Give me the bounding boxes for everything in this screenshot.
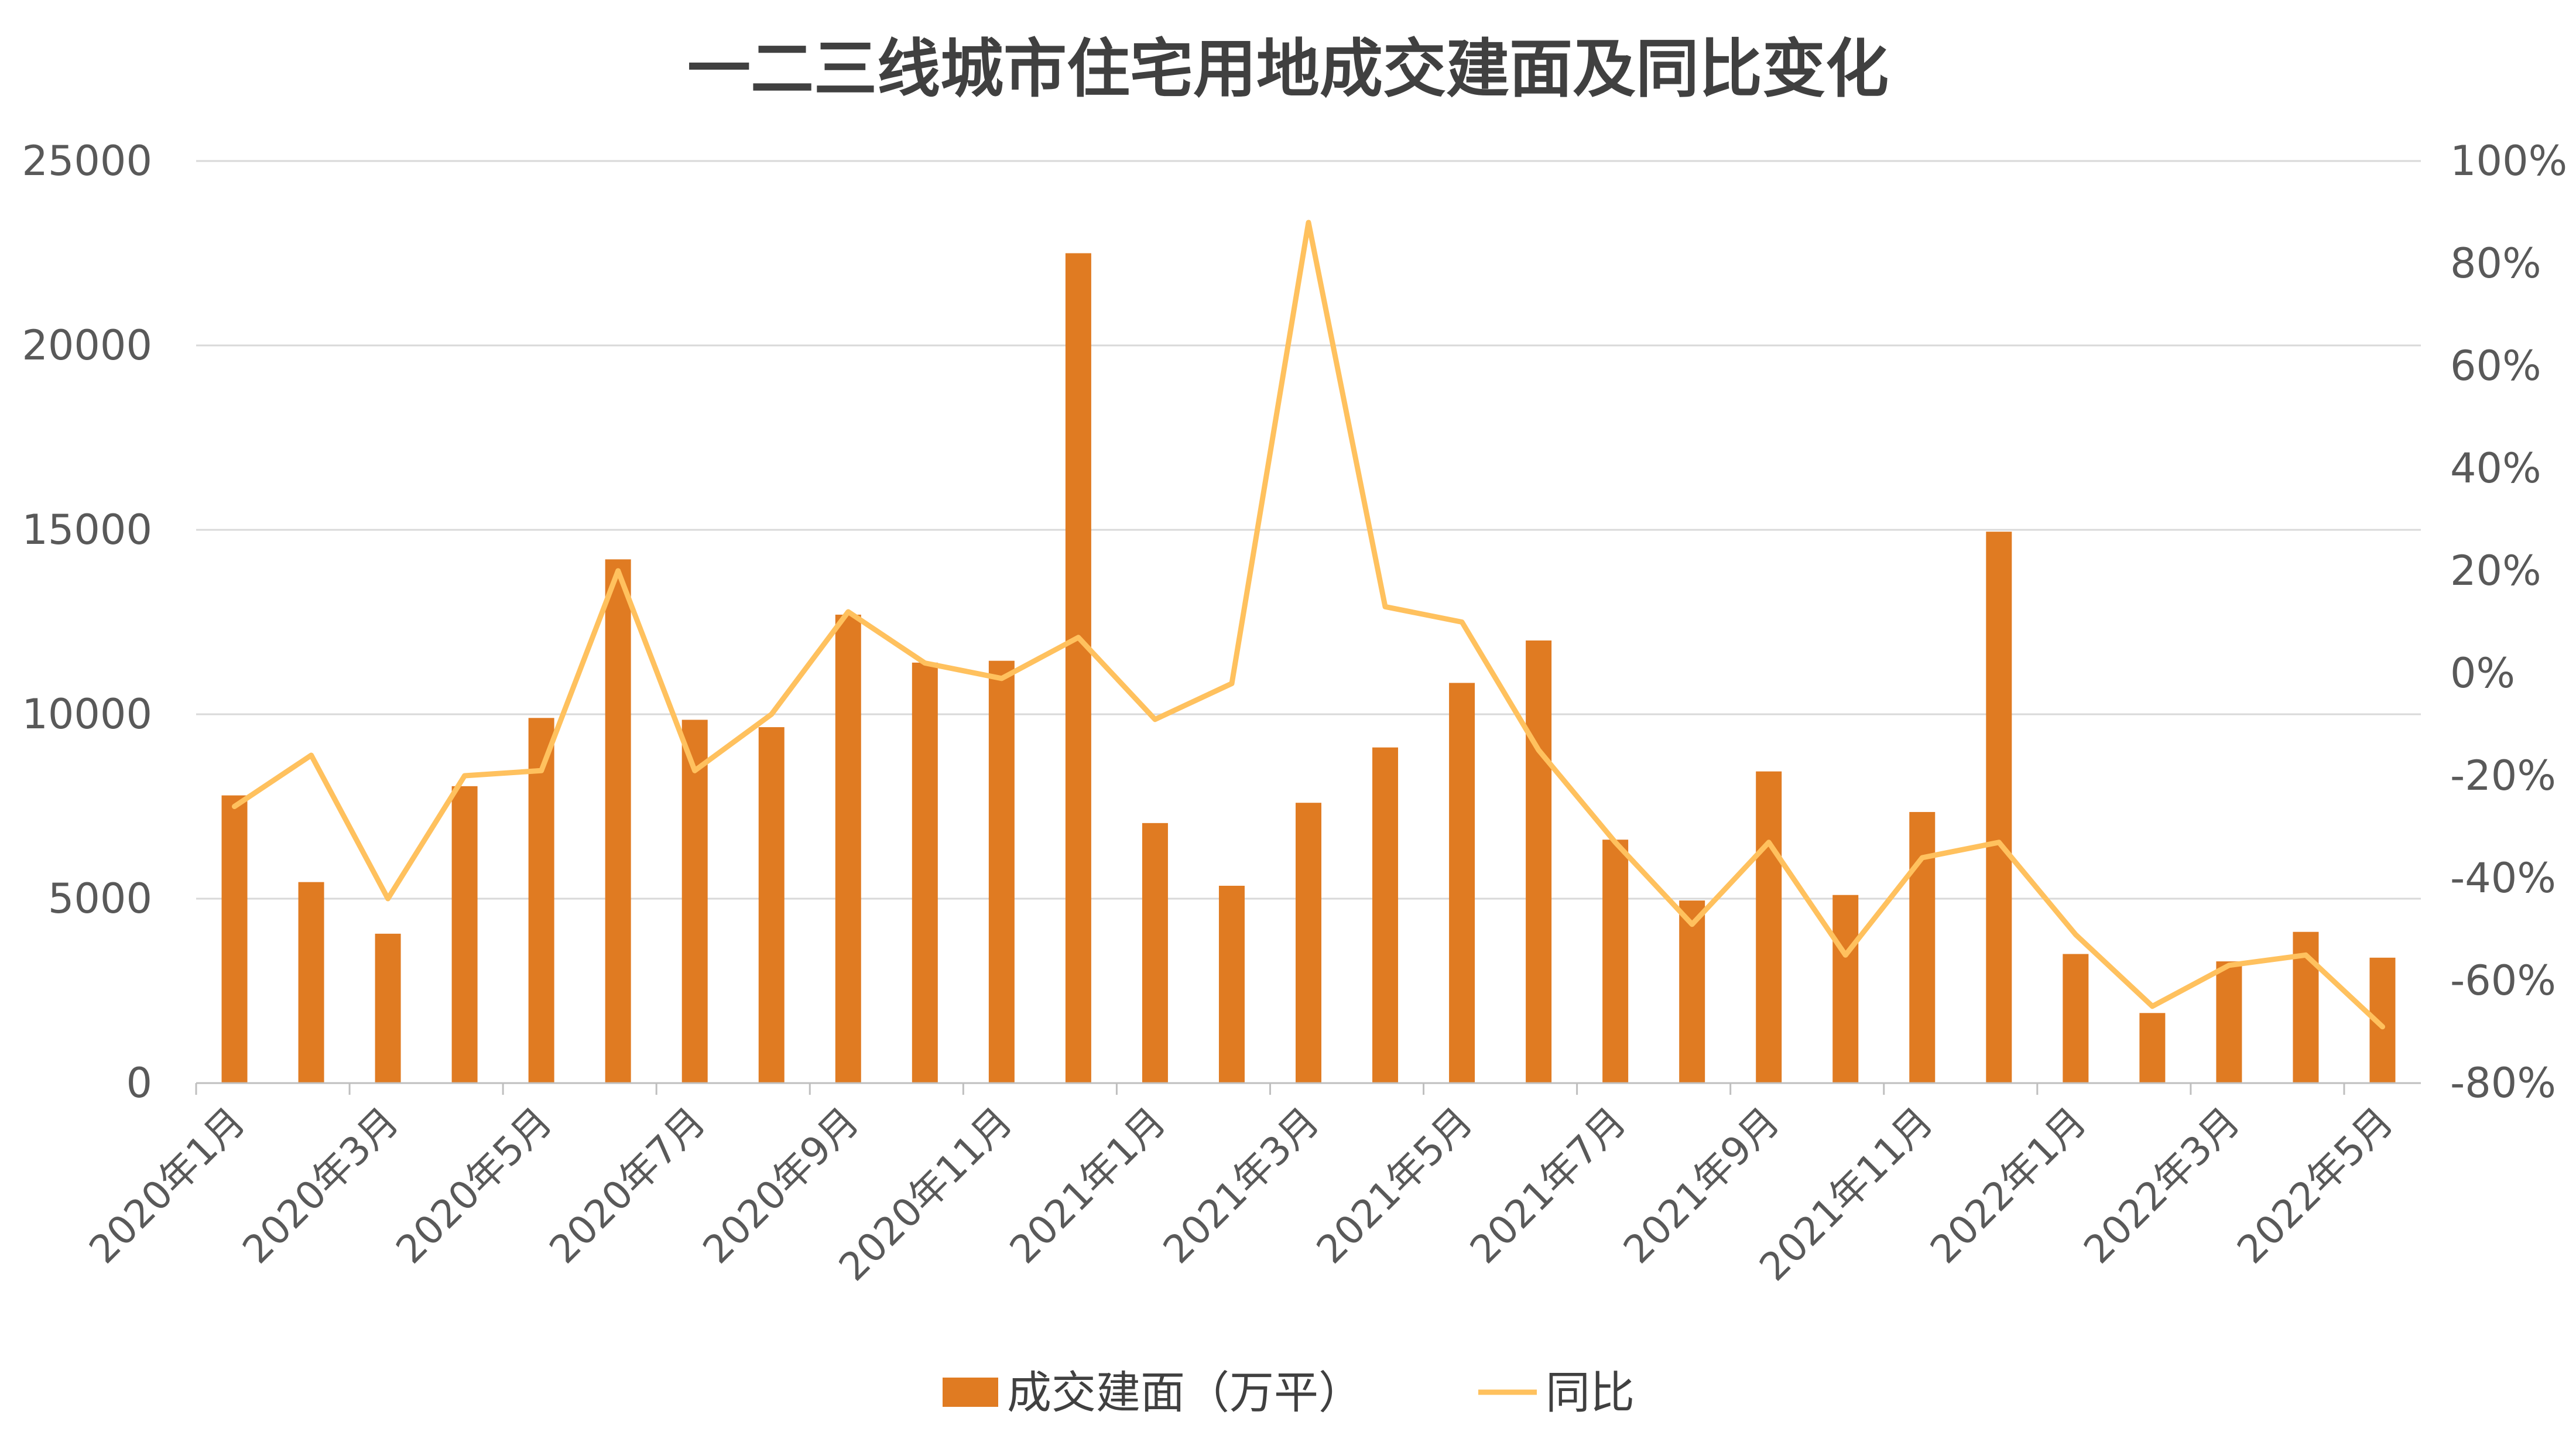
x-tick-label: 2022年1月 (1921, 1099, 2095, 1272)
x-tick-label: 2022年3月 (2075, 1099, 2248, 1272)
legend-swatch-bar (943, 1378, 998, 1407)
bar (1296, 803, 1321, 1083)
legend-label-bar: 成交建面（万平） (1007, 1366, 1363, 1419)
right-tick-label: -80% (2450, 1059, 2556, 1107)
bar (1065, 253, 1091, 1083)
right-tick-label: -60% (2450, 957, 2556, 1005)
x-tick-label: 2020年3月 (234, 1099, 407, 1272)
x-tick-label: 2021年1月 (1001, 1099, 1174, 1272)
bar (1756, 771, 1782, 1083)
left-tick-label: 5000 (48, 875, 152, 923)
x-tick-label: 2022年5月 (2229, 1099, 2402, 1272)
left-tick-label: 0 (126, 1059, 152, 1107)
bar (1832, 895, 1859, 1083)
bar (912, 662, 938, 1083)
right-tick-label: 100% (2450, 137, 2567, 185)
bar (1372, 747, 1399, 1083)
left-axis-ticks: 0 5000 10000 15000 20000 25000 (22, 137, 152, 1107)
right-tick-label: -20% (2450, 752, 2556, 800)
left-tick-label: 10000 (22, 690, 152, 738)
x-tick-label: 2021年7月 (1461, 1099, 1635, 1272)
bar (835, 614, 861, 1083)
bar (681, 720, 708, 1083)
bar (1602, 840, 1629, 1083)
bar (605, 559, 631, 1083)
x-tick-label: 2021年3月 (1155, 1099, 1328, 1272)
right-tick-label: 40% (2450, 444, 2541, 492)
gridlines (196, 160, 2421, 900)
right-tick-label: 0% (2450, 649, 2515, 697)
x-tick-label: 2020年7月 (541, 1099, 714, 1272)
x-tick-label: 2020年5月 (388, 1099, 561, 1272)
line-series (232, 220, 2385, 1030)
right-tick-label: 20% (2450, 547, 2541, 595)
right-tick-label: -40% (2450, 854, 2556, 902)
bar (1909, 811, 1936, 1083)
x-tick-label: 2021年5月 (1308, 1099, 1481, 1272)
bar (528, 718, 554, 1083)
right-tick-label: 80% (2450, 239, 2541, 287)
bar (988, 660, 1015, 1083)
bar (2063, 954, 2089, 1083)
right-axis-ticks: -80% -60% -40% -20% 0% 20% 40% 60% 80% 100% (2450, 137, 2567, 1107)
bar (2139, 1013, 2166, 1083)
bar (375, 933, 401, 1083)
x-axis: 2020年1月2020年3月2020年5月2020年7月2020年9月2020年… (81, 1082, 2421, 1290)
bar (221, 795, 248, 1083)
legend: 成交建面（万平） 同比 (943, 1366, 1635, 1419)
bar (1449, 683, 1475, 1083)
bar (451, 786, 478, 1083)
bar (1218, 885, 1245, 1083)
x-tick-label: 2020年1月 (81, 1099, 254, 1272)
bar (298, 882, 324, 1083)
bar-series (221, 253, 2396, 1083)
left-tick-label: 25000 (22, 137, 152, 185)
chart-title: 一二三线城市住宅用地成交建面及同比变化 (687, 33, 1889, 106)
bar (1142, 823, 1168, 1083)
left-tick-label: 15000 (22, 506, 152, 554)
right-tick-label: 60% (2450, 342, 2541, 390)
bar (1679, 900, 1705, 1083)
left-tick-label: 20000 (22, 321, 152, 369)
yoy-line (232, 220, 2385, 1030)
bar (2216, 961, 2242, 1083)
bar (1986, 532, 2012, 1083)
bar (1526, 640, 1552, 1083)
legend-label-line: 同比 (1546, 1366, 1635, 1419)
bar (758, 727, 785, 1083)
